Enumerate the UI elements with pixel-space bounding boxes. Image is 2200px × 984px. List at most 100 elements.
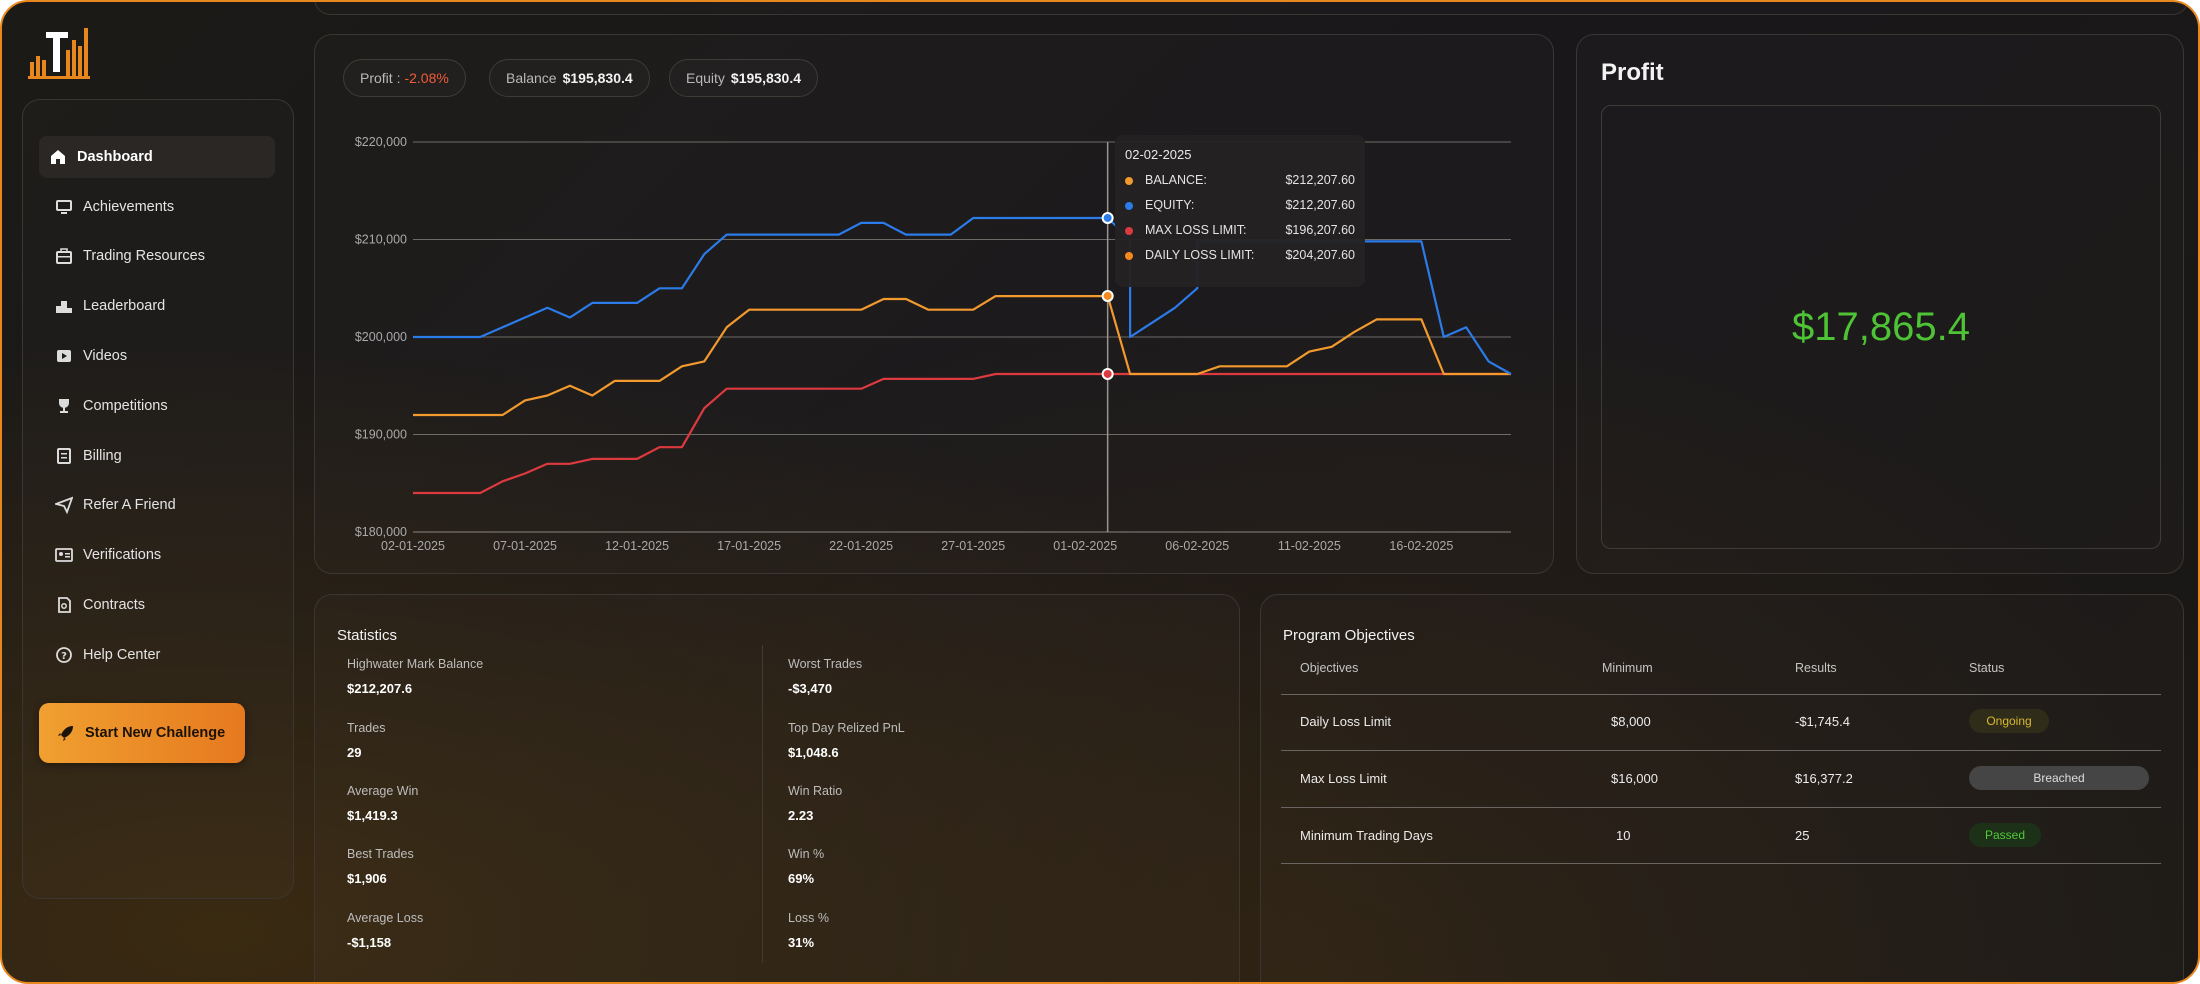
y-tick-label: $210,000 [355,233,407,247]
stat-win-percent: Win % 69% [788,847,824,886]
stat-value: 29 [347,745,362,760]
home-icon [51,150,65,164]
stat-value: $1,419.3 [347,808,398,823]
stat-label: Win Ratio [788,784,843,798]
sidebar-item-label: Help Center [83,647,161,663]
max-loss-legend-dot [1125,227,1133,235]
stat-label: Top Day Relized PnL [788,721,905,735]
profit-pill-label: Profit : [360,70,401,86]
sidebar-item-help-center[interactable]: ? Help Center [39,634,275,676]
table-divider [1281,750,2161,751]
profit-pill: Profit : -2.08% [343,59,466,97]
contract-icon [58,597,71,613]
stat-highwater-mark: Highwater Mark Balance $212,207.6 [347,657,483,696]
stat-value: 31% [788,935,815,950]
tooltip-row-daily-loss: DAILY LOSS LIMIT: $204,207.60 [1125,247,1355,272]
sidebar-item-label: Refer A Friend [83,497,176,513]
start-new-challenge-button[interactable]: Start New Challenge [39,703,245,763]
stat-value: 69% [788,871,815,886]
sidebar-item-videos[interactable]: Videos [39,335,275,377]
stat-average-win: Average Win $1,419.3 [347,784,418,823]
stat-best-trades: Best Trades $1,906 [347,847,414,886]
sidebar-item-refer-a-friend[interactable]: Refer A Friend [39,484,275,526]
sidebar-item-achievements[interactable]: Achievements [39,186,275,228]
x-tick-label: 07-01-2025 [493,539,557,553]
objective-result: $16,377.2 [1795,771,1853,786]
col-header-status: Status [1969,661,2005,675]
tooltip-row-max-loss: MAX LOSS LIMIT: $196,207.60 [1125,222,1355,247]
sidebar-item-competitions[interactable]: Competitions [39,385,275,427]
stat-value: $212,207.6 [347,681,413,696]
hover-marker-equity [1101,211,1114,224]
profit-box: $17,865.4 [1601,105,2161,549]
sidebar-item-billing[interactable]: Billing [39,435,275,477]
sidebar-item-label: Leaderboard [83,298,166,314]
y-tick-label: $200,000 [355,330,407,344]
series-line-max-loss [413,372,1511,495]
equity-chart[interactable]: $180,000 $190,000 $200,000 $210,000 $220,000… [315,35,1555,575]
trophy-icon [59,399,69,413]
objective-minimum: $16,000 [1611,771,1658,786]
stat-loss-percent: Loss % 31% [788,911,829,950]
profit-title: Profit [1601,59,1664,86]
stat-value: $1,048.6 [788,745,839,760]
profit-value: $17,865.4 [1792,304,1970,349]
equity-pill-label: Equity [686,70,725,86]
series-line-balance [413,295,1511,417]
x-tick-label: 16-02-2025 [1389,539,1453,553]
send-icon [55,496,73,514]
profit-panel: Profit $17,865.4 [1576,34,2184,574]
sidebar-item-leaderboard[interactable]: Leaderboard [39,285,275,327]
table-divider [1281,694,2161,695]
sidebar-item-label: Competitions [83,398,168,414]
tooltip-label: BALANCE: [1145,173,1207,187]
statistics-title: Statistics [337,627,398,644]
tooltip-label: DAILY LOSS LIMIT: [1145,248,1255,262]
col-header-minimum: Minimum [1602,661,1653,675]
objective-minimum: 10 [1616,828,1631,843]
balance-pill-value: $195,830.4 [562,70,633,86]
stat-value: 2.23 [788,808,814,823]
tooltip-label: MAX LOSS LIMIT: [1145,223,1247,237]
podium-icon [56,301,72,313]
balance-legend-dot [1125,177,1133,185]
equity-legend-dot [1125,202,1133,210]
stat-average-loss: Average Loss -$1,158 [347,911,423,950]
hover-marker-max-loss [1101,367,1114,380]
status-badge: Ongoing [1969,709,2049,733]
x-tick-label: 01-02-2025 [1053,539,1117,553]
y-tick-label: $180,000 [355,525,407,539]
stat-value: -$1,158 [347,935,392,950]
stat-label: Best Trades [347,847,414,861]
objective-name: Max Loss Limit [1300,771,1387,786]
sidebar-item-label: Billing [83,448,122,464]
sidebar-item-contracts[interactable]: Contracts [39,584,275,626]
sidebar-item-dashboard[interactable]: Dashboard [39,136,275,178]
statistics-panel: Statistics Highwater Mark Balance $212,2… [314,594,1240,982]
tooltip-value: $212,207.60 [1285,198,1355,212]
svg-text:?: ? [61,651,67,662]
sidebar-item-verifications[interactable]: Verifications [39,534,275,576]
profit-pill-value: -2.08% [404,70,449,86]
sidebar-item-trading-resources[interactable]: Trading Resources [39,235,275,277]
stat-top-day-pnl: Top Day Relized PnL $1,048.6 [788,721,905,760]
brand-logo [28,28,90,79]
stat-label: Worst Trades [788,657,863,671]
x-tick-label: 02-01-2025 [381,539,445,553]
y-tick-label: $220,000 [355,135,407,149]
stat-label: Average Win [347,784,419,798]
status-badge: Passed [1969,823,2041,847]
sidebar: Dashboard Achievements Trading Resources… [22,99,294,899]
stat-label: Average Loss [347,911,424,925]
objective-name: Minimum Trading Days [1300,828,1433,843]
stat-trades: Trades 29 [347,721,385,760]
equity-pill: Equity $195,830.4 [669,59,818,97]
sidebar-item-label: Verifications [83,547,162,563]
rocket-icon [58,726,73,741]
stat-label: Win % [788,847,825,861]
hover-marker-daily-loss [1101,289,1114,302]
objective-name: Daily Loss Limit [1300,714,1392,729]
x-tick-label: 11-02-2025 [1278,539,1341,553]
chart-tooltip: 02-02-2025 BALANCE: $212,207.60 EQUITY: … [1115,135,1365,287]
